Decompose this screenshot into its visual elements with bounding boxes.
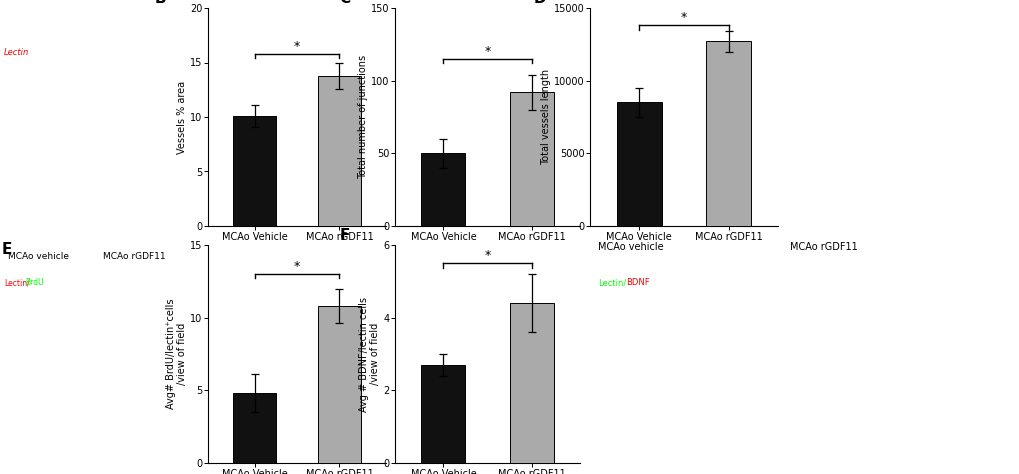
- Bar: [616, 102, 661, 226]
- Text: Lectin: Lectin: [4, 48, 30, 57]
- Bar: [318, 75, 361, 226]
- Text: MCAo vehicle: MCAo vehicle: [597, 242, 663, 252]
- Text: C: C: [339, 0, 351, 6]
- Y-axis label: Avg# BrdU/lectin⁺cells
/view of field: Avg# BrdU/lectin⁺cells /view of field: [165, 299, 187, 409]
- Text: *: *: [484, 249, 490, 262]
- Text: MCAo vehicle: MCAo vehicle: [8, 252, 69, 261]
- Text: Lectin/: Lectin/: [4, 278, 30, 287]
- Text: MCAo rGDF11: MCAo rGDF11: [790, 242, 857, 252]
- Bar: [421, 153, 465, 226]
- Bar: [318, 306, 361, 463]
- Text: Lectin/: Lectin/: [597, 278, 626, 287]
- Text: *: *: [484, 45, 490, 58]
- Y-axis label: Total vessels length: Total vessels length: [540, 69, 550, 165]
- Text: *: *: [293, 40, 300, 53]
- Bar: [233, 116, 275, 226]
- Text: D: D: [533, 0, 546, 6]
- Text: E: E: [2, 242, 12, 257]
- Bar: [706, 41, 750, 226]
- Y-axis label: Vessels % area: Vessels % area: [177, 81, 187, 154]
- Text: BDNF: BDNF: [626, 278, 649, 287]
- Bar: [510, 303, 553, 463]
- Bar: [510, 92, 553, 226]
- Text: MCAo rGDF11: MCAo rGDF11: [103, 252, 165, 261]
- Text: *: *: [681, 11, 687, 24]
- Text: MCAo vehicle: MCAo vehicle: [22, 8, 83, 17]
- Bar: [421, 365, 465, 463]
- Text: F: F: [339, 228, 350, 243]
- Text: B: B: [155, 0, 166, 6]
- Text: BrdU: BrdU: [25, 278, 44, 287]
- Y-axis label: Avg # BDNF/lectin cells
/view of field: Avg # BDNF/lectin cells /view of field: [359, 297, 380, 411]
- Bar: [233, 393, 275, 463]
- Y-axis label: Total number of junctions: Total number of junctions: [358, 55, 368, 179]
- Text: MCAo rGDF11: MCAo rGDF11: [108, 118, 170, 127]
- Text: A: A: [2, 5, 13, 20]
- Text: *: *: [293, 260, 300, 273]
